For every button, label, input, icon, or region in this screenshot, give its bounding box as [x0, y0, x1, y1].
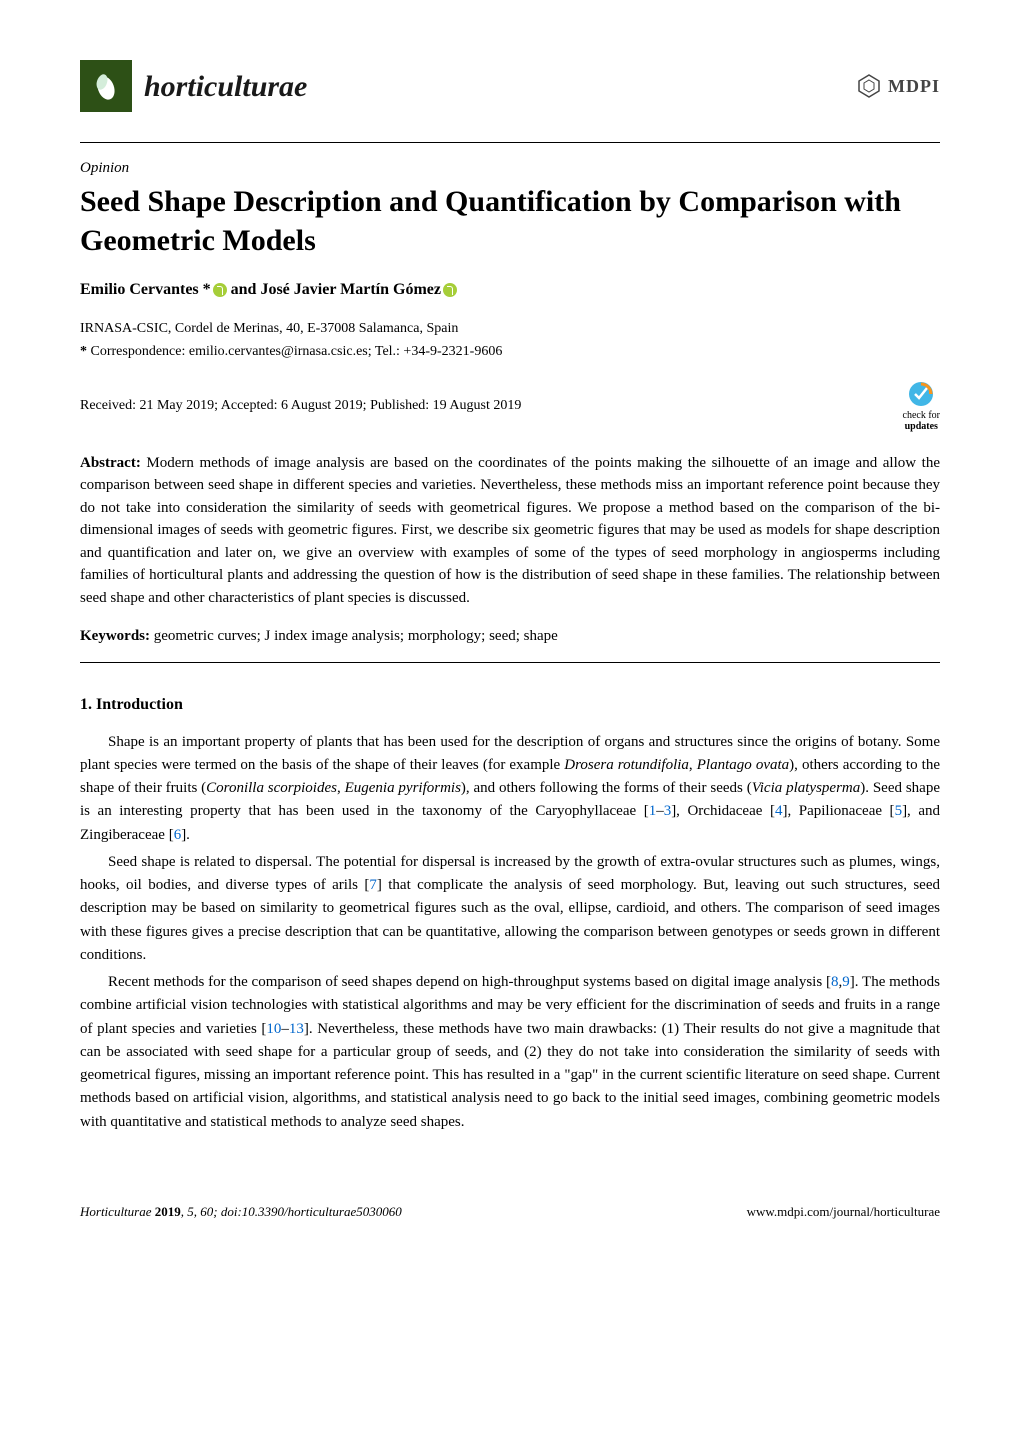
species-name: Drosera rotundifolia: [564, 757, 689, 773]
citation-link[interactable]: 13: [289, 1021, 304, 1037]
article-type: Opinion: [80, 157, 940, 180]
dates-row: Received: 21 May 2019; Accepted: 6 Augus…: [80, 380, 940, 432]
authors-conjunction: and: [227, 281, 261, 298]
citation-link[interactable]: 8: [831, 974, 839, 990]
p3-text: –: [281, 1021, 289, 1037]
p1-text: ,: [689, 757, 697, 773]
citation-link[interactable]: 7: [369, 877, 377, 893]
footer-journal-name: Horticulturae: [80, 1204, 155, 1219]
p1-text: ], Orchidaceae [: [671, 803, 775, 819]
p1-text: ].: [181, 827, 190, 843]
orcid-icon[interactable]: [213, 283, 227, 297]
publisher-name: MDPI: [888, 73, 940, 100]
p3-text: Recent methods for the comparison of see…: [108, 974, 831, 990]
species-name: Coronilla scorpioides: [206, 780, 337, 796]
citation-link[interactable]: 5: [895, 803, 903, 819]
paragraph-1: Shape is an important property of plants…: [80, 731, 940, 847]
check-updates-icon: [907, 380, 935, 408]
keywords-text: geometric curves; J index image analysis…: [154, 628, 558, 644]
page-footer: Horticulturae 2019, 5, 60; doi:10.3390/h…: [80, 1194, 940, 1222]
authors-line: Emilio Cervantes * and José Javier Martí…: [80, 278, 940, 302]
publication-dates: Received: 21 May 2019; Accepted: 6 Augus…: [80, 395, 521, 416]
section-1-heading: 1. Introduction: [80, 693, 940, 717]
article-title: Seed Shape Description and Quantificatio…: [80, 182, 940, 260]
footer-citation: Horticulturae 2019, 5, 60; doi:10.3390/h…: [80, 1202, 402, 1222]
author-2: José Javier Martín Gómez: [260, 281, 441, 298]
abstract-text: Modern methods of image analysis are bas…: [80, 455, 940, 606]
orcid-icon[interactable]: [443, 283, 457, 297]
citation-link[interactable]: 9: [842, 974, 850, 990]
correspondence-asterisk: *: [80, 344, 87, 359]
species-name: Plantago ovata: [697, 757, 789, 773]
mdpi-hex-icon: [856, 73, 882, 99]
keywords-label: Keywords:: [80, 628, 150, 644]
affiliation: IRNASA-CSIC, Cordel de Merinas, 40, E-37…: [80, 318, 940, 339]
abstract-label: Abstract:: [80, 455, 141, 471]
footer-url[interactable]: www.mdpi.com/journal/horticulturae: [747, 1202, 940, 1222]
footer-year: 2019: [155, 1204, 181, 1219]
journal-logo-block: horticulturae: [80, 60, 307, 112]
page-header: horticulturae MDPI: [80, 60, 940, 112]
author-1: Emilio Cervantes *: [80, 281, 211, 298]
abstract: Abstract: Modern methods of image analys…: [80, 452, 940, 610]
footer-doi: , 5, 60; doi:10.3390/horticulturae503006…: [181, 1204, 402, 1219]
check-for-updates-badge[interactable]: check for updates: [903, 380, 940, 432]
abstract-end-rule: [80, 662, 940, 663]
header-rule: [80, 142, 940, 143]
publisher-logo: MDPI: [856, 73, 940, 100]
correspondence-text: Correspondence: emilio.cervantes@irnasa.…: [91, 344, 503, 359]
keywords: Keywords: geometric curves; J index imag…: [80, 625, 940, 648]
p1-text: ), and others following the forms of the…: [461, 780, 752, 796]
citation-link[interactable]: 10: [266, 1021, 281, 1037]
journal-logo-icon: [80, 60, 132, 112]
correspondence: * Correspondence: emilio.cervantes@irnas…: [80, 341, 940, 362]
p1-text: ,: [337, 780, 345, 796]
species-name: Vicia platysperma: [752, 780, 861, 796]
paragraph-2: Seed shape is related to dispersal. The …: [80, 851, 940, 967]
p1-text: ], Papilionaceae [: [782, 803, 894, 819]
paragraph-3: Recent methods for the comparison of see…: [80, 971, 940, 1134]
journal-name: horticulturae: [144, 64, 307, 109]
species-name: Eugenia pyriformis: [345, 780, 461, 796]
check-updates-line2: updates: [905, 421, 938, 432]
p1-text: –: [656, 803, 664, 819]
check-updates-line1: check for: [903, 410, 940, 421]
